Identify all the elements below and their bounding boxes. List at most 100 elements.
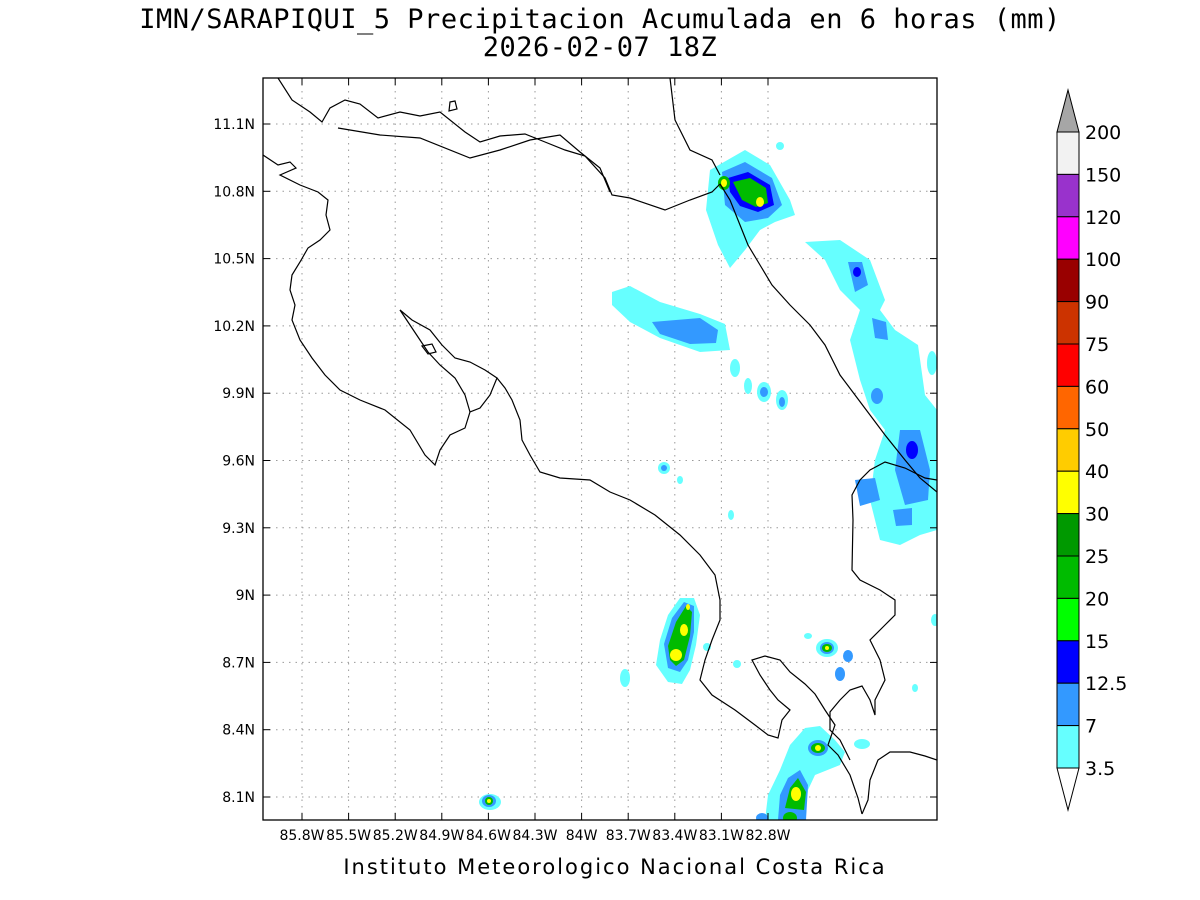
colorbar-label: 40 [1085,461,1109,483]
colorbar-swatch [1056,385,1080,430]
lon-label: 85.8W [279,828,324,844]
lat-label: 10.5N [213,252,255,268]
lon-label: 85.2W [373,828,418,844]
rain-core [906,441,918,459]
rain-area [854,739,870,749]
lake-nicaragua-shore [277,78,721,211]
map-frame [262,77,938,821]
rain-area [756,813,768,820]
credit-text: Instituto Meteorologico Nacional Costa R… [343,855,887,879]
map-axes: 85.8W 85.5W 85.2W 84.9W 84.6W 84.3W 84W 83.7W 83… [213,78,937,844]
lon-label: 84.9W [419,828,464,844]
rain-area [912,684,918,692]
rain-core [721,179,727,187]
colorbar-label: 60 [1085,376,1109,398]
colorbar-label: 100 [1085,249,1121,271]
colorbar-label: 30 [1085,504,1109,526]
colorbar-swatch [1056,513,1080,557]
colorbar-label: 20 [1085,588,1109,610]
rain-area [843,650,853,662]
rain-area [652,318,718,344]
rain-core [815,745,821,751]
lon-label: 85.5W [326,828,371,844]
map-title: IMN/SARAPIQUI_5 Precipitacion Acumulada … [139,4,1061,35]
lat-label: 8.4N [222,723,255,739]
rain-core [680,624,688,636]
burica-peninsula [861,751,937,815]
nicoya-island [420,343,437,355]
lat-label: 8.1N [222,790,255,806]
rain-core [670,649,682,661]
colorbar-swatch [1056,470,1080,515]
coastlines [263,78,937,815]
rain-area [730,359,740,377]
central-pacific-coast [496,377,863,815]
colorbar-label: 90 [1085,292,1109,314]
rain-area [661,465,667,471]
nicoya-gulf [399,309,471,413]
rain-area [893,508,912,526]
rain-area [760,387,768,397]
rain-core [756,197,764,207]
colorbar-swatch [1056,173,1080,218]
colorbar-swatch [1056,682,1080,727]
rain-area [872,318,888,340]
rain-core [853,267,861,277]
rain-area [895,430,930,505]
colorbar-label: 200 [1085,122,1121,144]
caribbean-coast [719,183,937,493]
rain-area [871,388,883,404]
small-island [448,100,458,112]
lat-label: 10.8N [213,184,255,200]
lat-label: 9.6N [222,454,255,470]
rain-area [677,476,683,484]
colorbar-label: 120 [1085,207,1121,229]
lat-label: 9.9N [222,386,255,402]
rain-area [927,351,937,375]
colorbar-label: 3.5 [1085,758,1115,780]
rain-core [825,646,829,650]
rain-area [779,397,785,407]
lon-label: 83.7W [606,828,651,844]
colorbar-swatch [1056,258,1080,303]
colorbar-swatch [1056,640,1080,684]
lat-label: 10.2N [213,319,255,335]
colorbar: 200 150 120 100 90 75 60 50 40 30 25 20 15 12.5 7 3.5 [1056,88,1127,812]
map-subtitle-date: 2026-02-07 18Z [482,32,718,63]
colorbar-swatch [1056,301,1080,345]
colorbar-label: 75 [1085,334,1109,356]
colorbar-label: 50 [1085,419,1109,441]
colorbar-swatch [1056,555,1080,599]
colorbar-label: 15 [1085,631,1109,653]
colorbar-label: 25 [1085,546,1109,568]
rain-area [620,669,630,687]
lat-label: 9.3N [222,521,255,537]
colorbar-swatch [1056,216,1080,260]
rain-area [744,378,752,394]
colorbar-swatch [1056,597,1080,642]
rain-core [686,604,690,610]
panama-border [829,461,937,761]
rain-area [733,660,741,668]
river-san-juan [669,78,721,176]
lat-label: 9N [236,588,255,604]
colorbar-label: 7 [1085,716,1097,738]
rain-core [487,799,491,803]
rain-core [791,787,801,801]
colorbar-label: 150 [1085,164,1121,186]
colorbar-over-triangle [1056,88,1080,133]
pacific-coast [263,154,498,467]
lon-label: 84.6W [466,828,511,844]
rain-area [931,614,937,626]
colorbar-swatch [1056,343,1080,387]
rain-area [855,478,880,506]
nicaragua-border [337,127,611,193]
lon-label: 84W [566,828,598,844]
rain-area [728,510,734,520]
colorbar-under-triangle [1056,767,1080,812]
lon-label: 82.8W [745,828,790,844]
lat-label: 8.7N [222,655,255,671]
rain-area [804,633,812,639]
lon-label: 83.1W [699,828,744,844]
